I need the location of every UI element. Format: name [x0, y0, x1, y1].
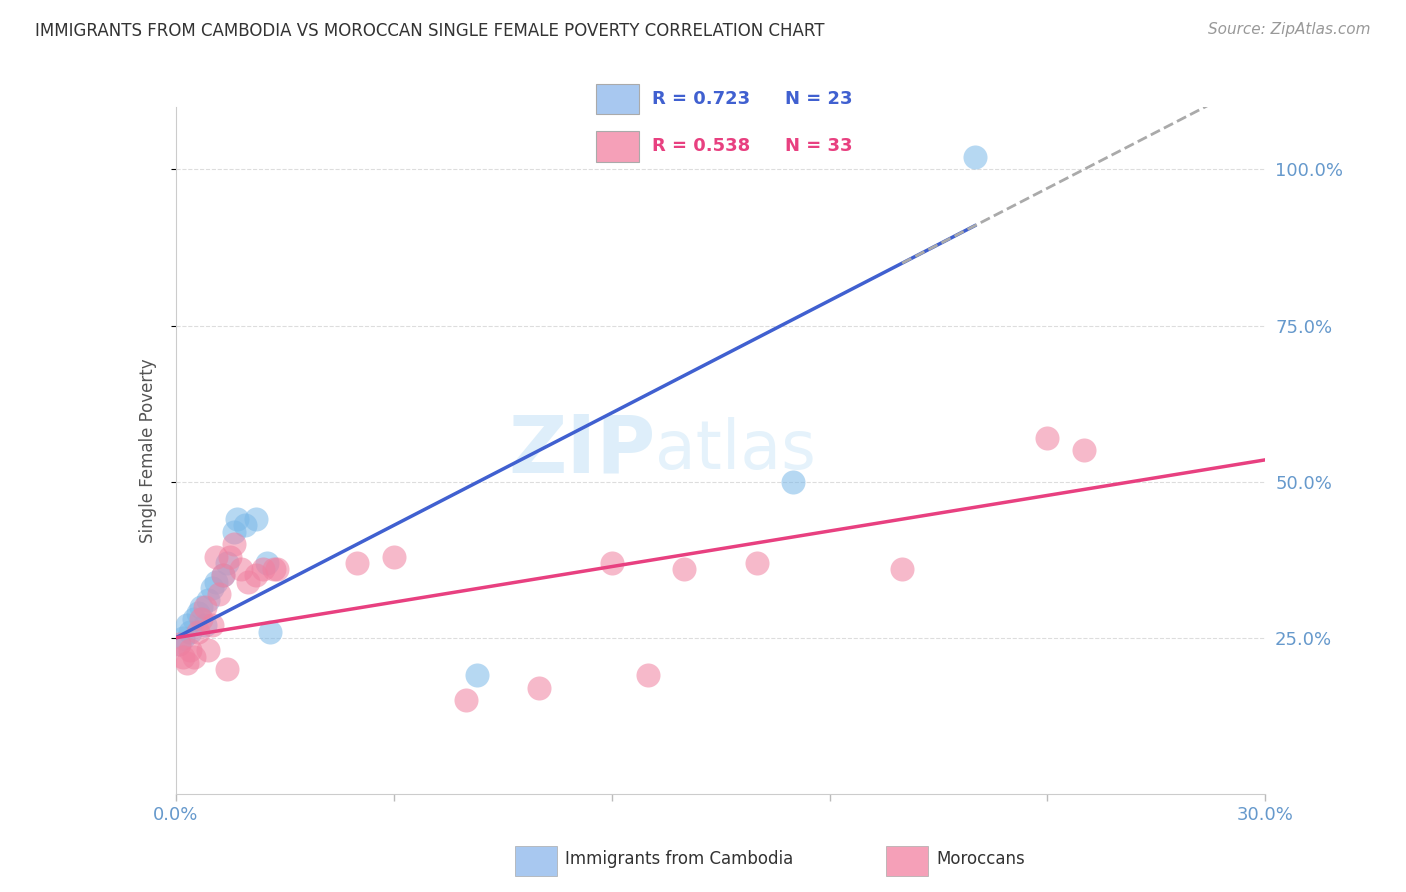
Point — [245, 512, 267, 526]
Point — [176, 618, 198, 632]
Point — [169, 637, 191, 651]
Point — [745, 556, 768, 570]
Point — [1073, 443, 1095, 458]
Point — [252, 562, 274, 576]
Point — [186, 624, 209, 639]
Point — [226, 512, 249, 526]
FancyBboxPatch shape — [515, 847, 557, 876]
Point — [600, 556, 623, 570]
Point — [172, 649, 194, 664]
Text: ZIP: ZIP — [508, 411, 655, 490]
Text: IMMIGRANTS FROM CAMBODIA VS MOROCCAN SINGLE FEMALE POVERTY CORRELATION CHART: IMMIGRANTS FROM CAMBODIA VS MOROCCAN SIN… — [35, 22, 825, 40]
Point — [891, 562, 914, 576]
Point — [266, 562, 288, 576]
Point — [212, 568, 235, 582]
Point — [204, 574, 226, 589]
Text: Immigrants from Cambodia: Immigrants from Cambodia — [565, 849, 793, 868]
Point — [179, 643, 201, 657]
Point — [527, 681, 550, 695]
Point — [190, 599, 212, 614]
Point — [1036, 431, 1059, 445]
Point — [212, 568, 235, 582]
Point — [183, 649, 205, 664]
Point — [238, 574, 260, 589]
FancyBboxPatch shape — [596, 84, 640, 114]
Text: Source: ZipAtlas.com: Source: ZipAtlas.com — [1208, 22, 1371, 37]
Point — [201, 618, 224, 632]
Point — [219, 549, 242, 564]
Point — [172, 631, 194, 645]
Point — [197, 593, 219, 607]
Point — [256, 556, 278, 570]
Point — [233, 518, 256, 533]
Point — [963, 150, 986, 164]
Point — [456, 693, 478, 707]
Text: N = 23: N = 23 — [785, 90, 852, 108]
Point — [197, 643, 219, 657]
Point — [194, 618, 217, 632]
Point — [637, 668, 659, 682]
Point — [673, 562, 696, 576]
Point — [465, 668, 488, 682]
Y-axis label: Single Female Poverty: Single Female Poverty — [139, 359, 157, 542]
Text: Moroccans: Moroccans — [936, 849, 1025, 868]
Point — [186, 606, 209, 620]
Point — [263, 562, 285, 576]
Point — [194, 599, 217, 614]
Text: atlas: atlas — [655, 417, 815, 483]
Point — [190, 612, 212, 626]
Text: R = 0.538: R = 0.538 — [651, 137, 749, 155]
Point — [179, 624, 201, 639]
Point — [201, 581, 224, 595]
Point — [222, 537, 245, 551]
Point — [215, 662, 238, 676]
Point — [204, 549, 226, 564]
Point — [183, 612, 205, 626]
Point — [176, 656, 198, 670]
Point — [245, 568, 267, 582]
Point — [169, 637, 191, 651]
Point — [208, 587, 231, 601]
Point — [215, 556, 238, 570]
FancyBboxPatch shape — [596, 131, 640, 161]
Text: N = 33: N = 33 — [785, 137, 852, 155]
FancyBboxPatch shape — [886, 847, 928, 876]
Point — [782, 475, 804, 489]
Point — [231, 562, 253, 576]
Point — [382, 549, 405, 564]
Text: R = 0.723: R = 0.723 — [651, 90, 749, 108]
Point — [222, 524, 245, 539]
Point — [259, 624, 281, 639]
Point — [346, 556, 368, 570]
